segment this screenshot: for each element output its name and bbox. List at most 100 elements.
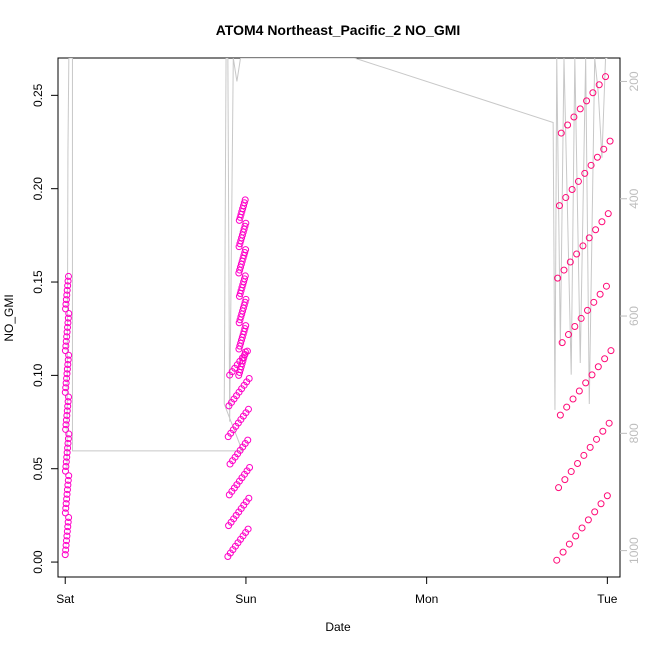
- data-point: [242, 246, 250, 254]
- data-point: [574, 177, 582, 185]
- y-axis-label: NO_GMI: [2, 294, 16, 341]
- data-point: [565, 540, 573, 548]
- data-point: [581, 169, 589, 177]
- data-point: [595, 81, 603, 89]
- data-point: [598, 218, 606, 226]
- data-point: [574, 459, 582, 467]
- data-point: [64, 272, 72, 280]
- data-point: [64, 435, 72, 443]
- data-point: [62, 300, 70, 308]
- data-point: [61, 509, 69, 517]
- data-point: [62, 463, 70, 471]
- data-point: [241, 348, 249, 356]
- data-point: [63, 495, 71, 503]
- data-point: [241, 351, 249, 359]
- y-tick-label: 0.25: [31, 83, 45, 107]
- data-point: [563, 403, 571, 411]
- data-point: [557, 129, 565, 137]
- data-point: [593, 435, 601, 443]
- x-tick-label: Mon: [415, 592, 438, 606]
- data-point: [63, 490, 71, 498]
- data-point: [64, 444, 72, 452]
- data-point: [62, 504, 70, 512]
- data-point: [63, 527, 71, 535]
- data-point: [584, 516, 592, 524]
- data-point: [567, 468, 575, 476]
- data-point: [63, 486, 71, 494]
- data-point: [602, 73, 610, 81]
- data-point: [606, 137, 614, 145]
- data-point: [241, 196, 249, 204]
- data-point: [561, 476, 569, 484]
- data-point: [241, 222, 249, 230]
- data-point: [591, 508, 599, 516]
- data-point: [586, 443, 594, 451]
- altitude-line: [65, 58, 608, 470]
- data-point: [555, 202, 563, 210]
- data-point: [62, 416, 70, 424]
- data-point: [62, 421, 70, 429]
- data-point: [554, 274, 562, 282]
- data-point: [245, 374, 253, 382]
- data-point: [241, 272, 249, 280]
- data-point: [63, 453, 71, 461]
- data-point: [65, 514, 73, 522]
- data-point: [572, 532, 580, 540]
- data-point: [64, 402, 72, 410]
- data-point: [244, 405, 252, 413]
- data-point: [594, 363, 602, 371]
- data-point: [242, 322, 250, 330]
- x-tick-label: Sat: [56, 592, 75, 606]
- data-point: [64, 518, 72, 526]
- data-point: [564, 331, 572, 339]
- data-point: [65, 472, 73, 480]
- data-point: [63, 333, 71, 341]
- data-point: [64, 361, 72, 369]
- data-point: [562, 194, 570, 202]
- data-point: [61, 467, 69, 475]
- data-point: [63, 532, 71, 540]
- x-axis-label: Date: [325, 620, 351, 634]
- data-point: [62, 384, 70, 392]
- data-point: [599, 427, 607, 435]
- data-point: [62, 337, 70, 345]
- data-point: [607, 347, 615, 355]
- data-point: [578, 524, 586, 532]
- axes: 0.00 0.05 0.10 0.15 0.20 0.25 200 400 600 800 1000…: [31, 71, 641, 606]
- data-point: [600, 145, 608, 153]
- right-axis-tick-label: 800: [627, 423, 641, 443]
- data-point: [555, 484, 563, 492]
- data-point: [63, 370, 71, 378]
- y-tick-label: 0.10: [31, 363, 45, 387]
- data-point: [605, 419, 613, 427]
- data-point: [63, 449, 71, 457]
- data-point: [556, 411, 564, 419]
- data-point: [63, 374, 71, 382]
- data-point: [580, 451, 588, 459]
- y-tick-label: 0.15: [31, 270, 45, 294]
- data-point: [64, 356, 72, 364]
- data-point: [585, 234, 593, 242]
- data-point: [63, 407, 71, 415]
- data-point: [63, 412, 71, 420]
- data-point: [64, 314, 72, 322]
- x-tick-label: Tue: [597, 592, 618, 606]
- data-point: [553, 556, 561, 564]
- data-point: [63, 291, 71, 299]
- data-point: [582, 379, 590, 387]
- data-point: [596, 290, 604, 298]
- data-point: [568, 185, 576, 193]
- data-point: [62, 379, 70, 387]
- data-point: [63, 328, 71, 336]
- plot-area: [61, 58, 615, 564]
- y-tick-label: 0.00: [31, 550, 45, 574]
- data-point: [241, 298, 249, 306]
- data-point: [558, 339, 566, 347]
- right-axis-tick-label: 1000: [627, 537, 641, 564]
- chart-title: ATOM4 Northeast_Pacific_2 NO_GMI: [216, 22, 461, 38]
- data-point: [64, 282, 72, 290]
- data-point: [65, 310, 73, 318]
- data-point: [589, 89, 597, 97]
- data-point: [63, 365, 71, 373]
- data-point: [603, 492, 611, 500]
